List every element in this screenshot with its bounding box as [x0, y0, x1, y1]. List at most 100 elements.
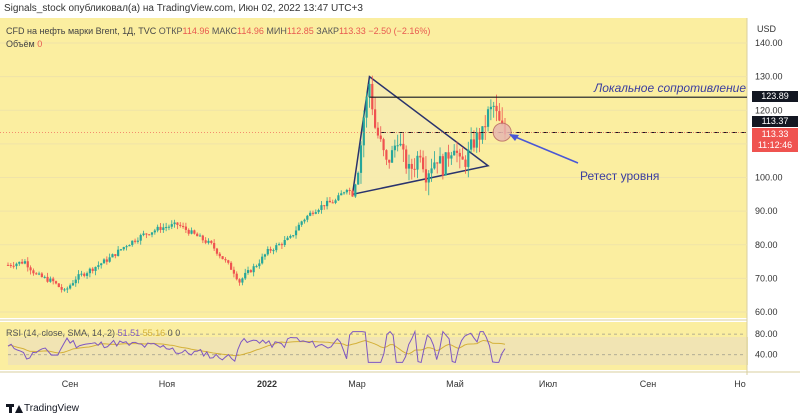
- candle-body: [83, 273, 86, 276]
- candle-body: [131, 240, 134, 246]
- candle-body: [393, 145, 396, 151]
- rsi-legend: RSI (14, close, SMA, 14, 2) 51.51 55.16 …: [6, 328, 180, 338]
- candle-body: [436, 162, 439, 164]
- candle-body: [94, 266, 97, 271]
- candle-body: [340, 193, 343, 196]
- candle-body: [342, 192, 346, 194]
- candle-body: [190, 230, 193, 234]
- candle-body: [413, 168, 416, 170]
- candle-body: [419, 155, 422, 158]
- last-price-box: 113.33 11:12:46: [752, 128, 798, 152]
- candle-body: [159, 226, 162, 230]
- candle-body: [117, 249, 120, 256]
- currency-label: USD: [757, 24, 777, 34]
- volume-legend: Объём 0: [6, 39, 42, 49]
- candle-body: [12, 265, 15, 267]
- candle-body: [60, 287, 63, 290]
- rsi-tick-label: 80.00: [755, 329, 778, 339]
- candle-body: [35, 273, 38, 275]
- candle-body: [309, 212, 312, 216]
- rsi-v4: 0: [175, 328, 181, 338]
- candle-body: [207, 240, 210, 243]
- candle-body: [21, 261, 24, 264]
- x-tick-label: Ноя: [159, 379, 176, 389]
- resistance-price-box: 123.89: [752, 91, 798, 102]
- candle-body: [165, 227, 168, 229]
- retest-arrowhead: [509, 134, 519, 141]
- candle-body: [399, 143, 402, 146]
- candle-body: [323, 205, 326, 207]
- candle-body: [478, 132, 481, 140]
- candle-body: [430, 168, 433, 174]
- candle-body: [244, 272, 247, 279]
- close-label: ЗАКР: [316, 26, 339, 36]
- candle-body: [345, 189, 348, 193]
- candle-body: [187, 229, 190, 234]
- candle-body: [139, 235, 142, 241]
- candle-body: [246, 270, 250, 273]
- y-tick-label: 90.00: [755, 206, 778, 216]
- candle-body: [294, 230, 298, 236]
- candle-body: [193, 230, 196, 234]
- candle-body: [145, 233, 148, 235]
- candle-body: [424, 169, 428, 183]
- rsi-label: RSI (14, close, SMA, 14, 2): [6, 328, 116, 338]
- candle-body: [196, 233, 199, 237]
- candle-body: [388, 159, 391, 163]
- candle-body: [23, 261, 27, 264]
- open-label: ОТКР: [158, 26, 183, 36]
- candle-body: [57, 283, 60, 288]
- y-tick-label: 70.00: [755, 273, 778, 283]
- candle-body: [311, 212, 315, 214]
- candle-body: [227, 260, 230, 263]
- candle-body: [229, 262, 233, 270]
- candle-body: [133, 240, 137, 242]
- candle-body: [85, 273, 89, 276]
- candle-body: [128, 245, 131, 247]
- candle-body: [74, 279, 77, 284]
- candle-body: [26, 261, 29, 268]
- low-value: 112.85: [286, 26, 314, 36]
- x-tick-label: Сен: [640, 379, 657, 389]
- candle-body: [258, 263, 261, 267]
- candle-body: [49, 278, 52, 282]
- low-label: МИН: [266, 26, 287, 36]
- candle-body: [91, 268, 94, 271]
- candle-body: [306, 215, 309, 220]
- candle-body: [15, 263, 18, 267]
- publish-line: Signals_stock опубликовал(а) на TradingV…: [4, 3, 363, 14]
- candle-body: [283, 240, 286, 245]
- candle-body: [297, 224, 300, 231]
- candle-body: [275, 245, 278, 251]
- level-price-box: 113.37: [752, 116, 798, 127]
- candle-body: [100, 263, 103, 266]
- candle-body: [213, 242, 216, 249]
- candle-body: [444, 152, 447, 176]
- candle-body: [46, 276, 49, 282]
- candle-body: [88, 268, 91, 274]
- x-tick-label: Мар: [348, 379, 366, 389]
- retest-annotation: Ретест уровня: [580, 169, 660, 183]
- candle-body: [467, 149, 470, 167]
- candle-body: [221, 256, 224, 260]
- candle-body: [300, 221, 303, 225]
- x-tick-label: Но: [734, 379, 746, 389]
- candle-body: [455, 150, 459, 153]
- tradingview-logo-icon: [6, 404, 23, 413]
- candle-body: [18, 261, 21, 264]
- candle-body: [198, 235, 202, 237]
- candle-body: [71, 283, 75, 286]
- candle-body: [52, 278, 55, 282]
- resistance-annotation: Локальное сопротивление: [594, 81, 747, 95]
- candle-body: [170, 224, 173, 227]
- open-value: 114.96: [182, 26, 210, 36]
- tradingview-logo[interactable]: TradingView: [6, 403, 79, 414]
- candle-body: [119, 249, 123, 251]
- candle-body: [390, 150, 394, 163]
- candle-body: [235, 273, 238, 280]
- candle-body: [238, 279, 241, 283]
- candle-body: [331, 202, 334, 204]
- candle-body: [108, 257, 111, 262]
